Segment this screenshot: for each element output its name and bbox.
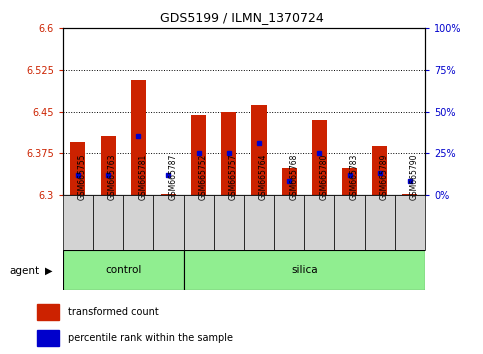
Bar bbox=[282, 168, 297, 195]
Bar bbox=[71, 142, 85, 195]
FancyBboxPatch shape bbox=[154, 195, 184, 250]
FancyBboxPatch shape bbox=[184, 195, 213, 250]
Text: GSM665783: GSM665783 bbox=[350, 154, 358, 200]
Bar bbox=[191, 115, 206, 195]
Bar bbox=[342, 167, 357, 195]
Text: GSM665752: GSM665752 bbox=[199, 154, 208, 200]
Bar bbox=[37, 304, 59, 320]
Text: GSM665781: GSM665781 bbox=[138, 154, 147, 200]
FancyBboxPatch shape bbox=[365, 195, 395, 250]
Text: GSM665757: GSM665757 bbox=[229, 154, 238, 200]
Bar bbox=[161, 194, 176, 195]
Bar bbox=[252, 105, 267, 195]
Text: GSM665780: GSM665780 bbox=[319, 154, 328, 200]
FancyBboxPatch shape bbox=[93, 195, 123, 250]
FancyBboxPatch shape bbox=[304, 195, 334, 250]
Bar bbox=[312, 120, 327, 195]
Text: ▶: ▶ bbox=[44, 266, 52, 276]
FancyBboxPatch shape bbox=[123, 195, 154, 250]
Text: agent: agent bbox=[10, 266, 40, 276]
Bar bbox=[221, 112, 236, 195]
Text: transformed count: transformed count bbox=[68, 307, 158, 317]
Text: GDS5199 / ILMN_1370724: GDS5199 / ILMN_1370724 bbox=[159, 11, 324, 24]
FancyBboxPatch shape bbox=[334, 195, 365, 250]
Text: GSM665763: GSM665763 bbox=[108, 154, 117, 200]
Bar bbox=[131, 80, 146, 195]
Text: GSM665768: GSM665768 bbox=[289, 154, 298, 200]
Text: GSM665789: GSM665789 bbox=[380, 154, 389, 200]
FancyBboxPatch shape bbox=[213, 195, 244, 250]
Text: GSM665787: GSM665787 bbox=[169, 154, 177, 200]
FancyBboxPatch shape bbox=[63, 195, 93, 250]
Bar bbox=[372, 146, 387, 195]
Text: GSM665764: GSM665764 bbox=[259, 154, 268, 200]
FancyBboxPatch shape bbox=[244, 195, 274, 250]
Bar bbox=[37, 330, 59, 346]
Text: silica: silica bbox=[291, 265, 318, 275]
Text: percentile rank within the sample: percentile rank within the sample bbox=[68, 332, 233, 343]
FancyBboxPatch shape bbox=[274, 195, 304, 250]
Bar bbox=[100, 136, 115, 195]
Text: GSM665790: GSM665790 bbox=[410, 154, 419, 200]
Text: GSM665755: GSM665755 bbox=[78, 154, 87, 200]
FancyBboxPatch shape bbox=[395, 195, 425, 250]
Bar bbox=[402, 194, 417, 195]
Text: control: control bbox=[105, 265, 142, 275]
FancyBboxPatch shape bbox=[184, 250, 425, 290]
FancyBboxPatch shape bbox=[63, 250, 184, 290]
